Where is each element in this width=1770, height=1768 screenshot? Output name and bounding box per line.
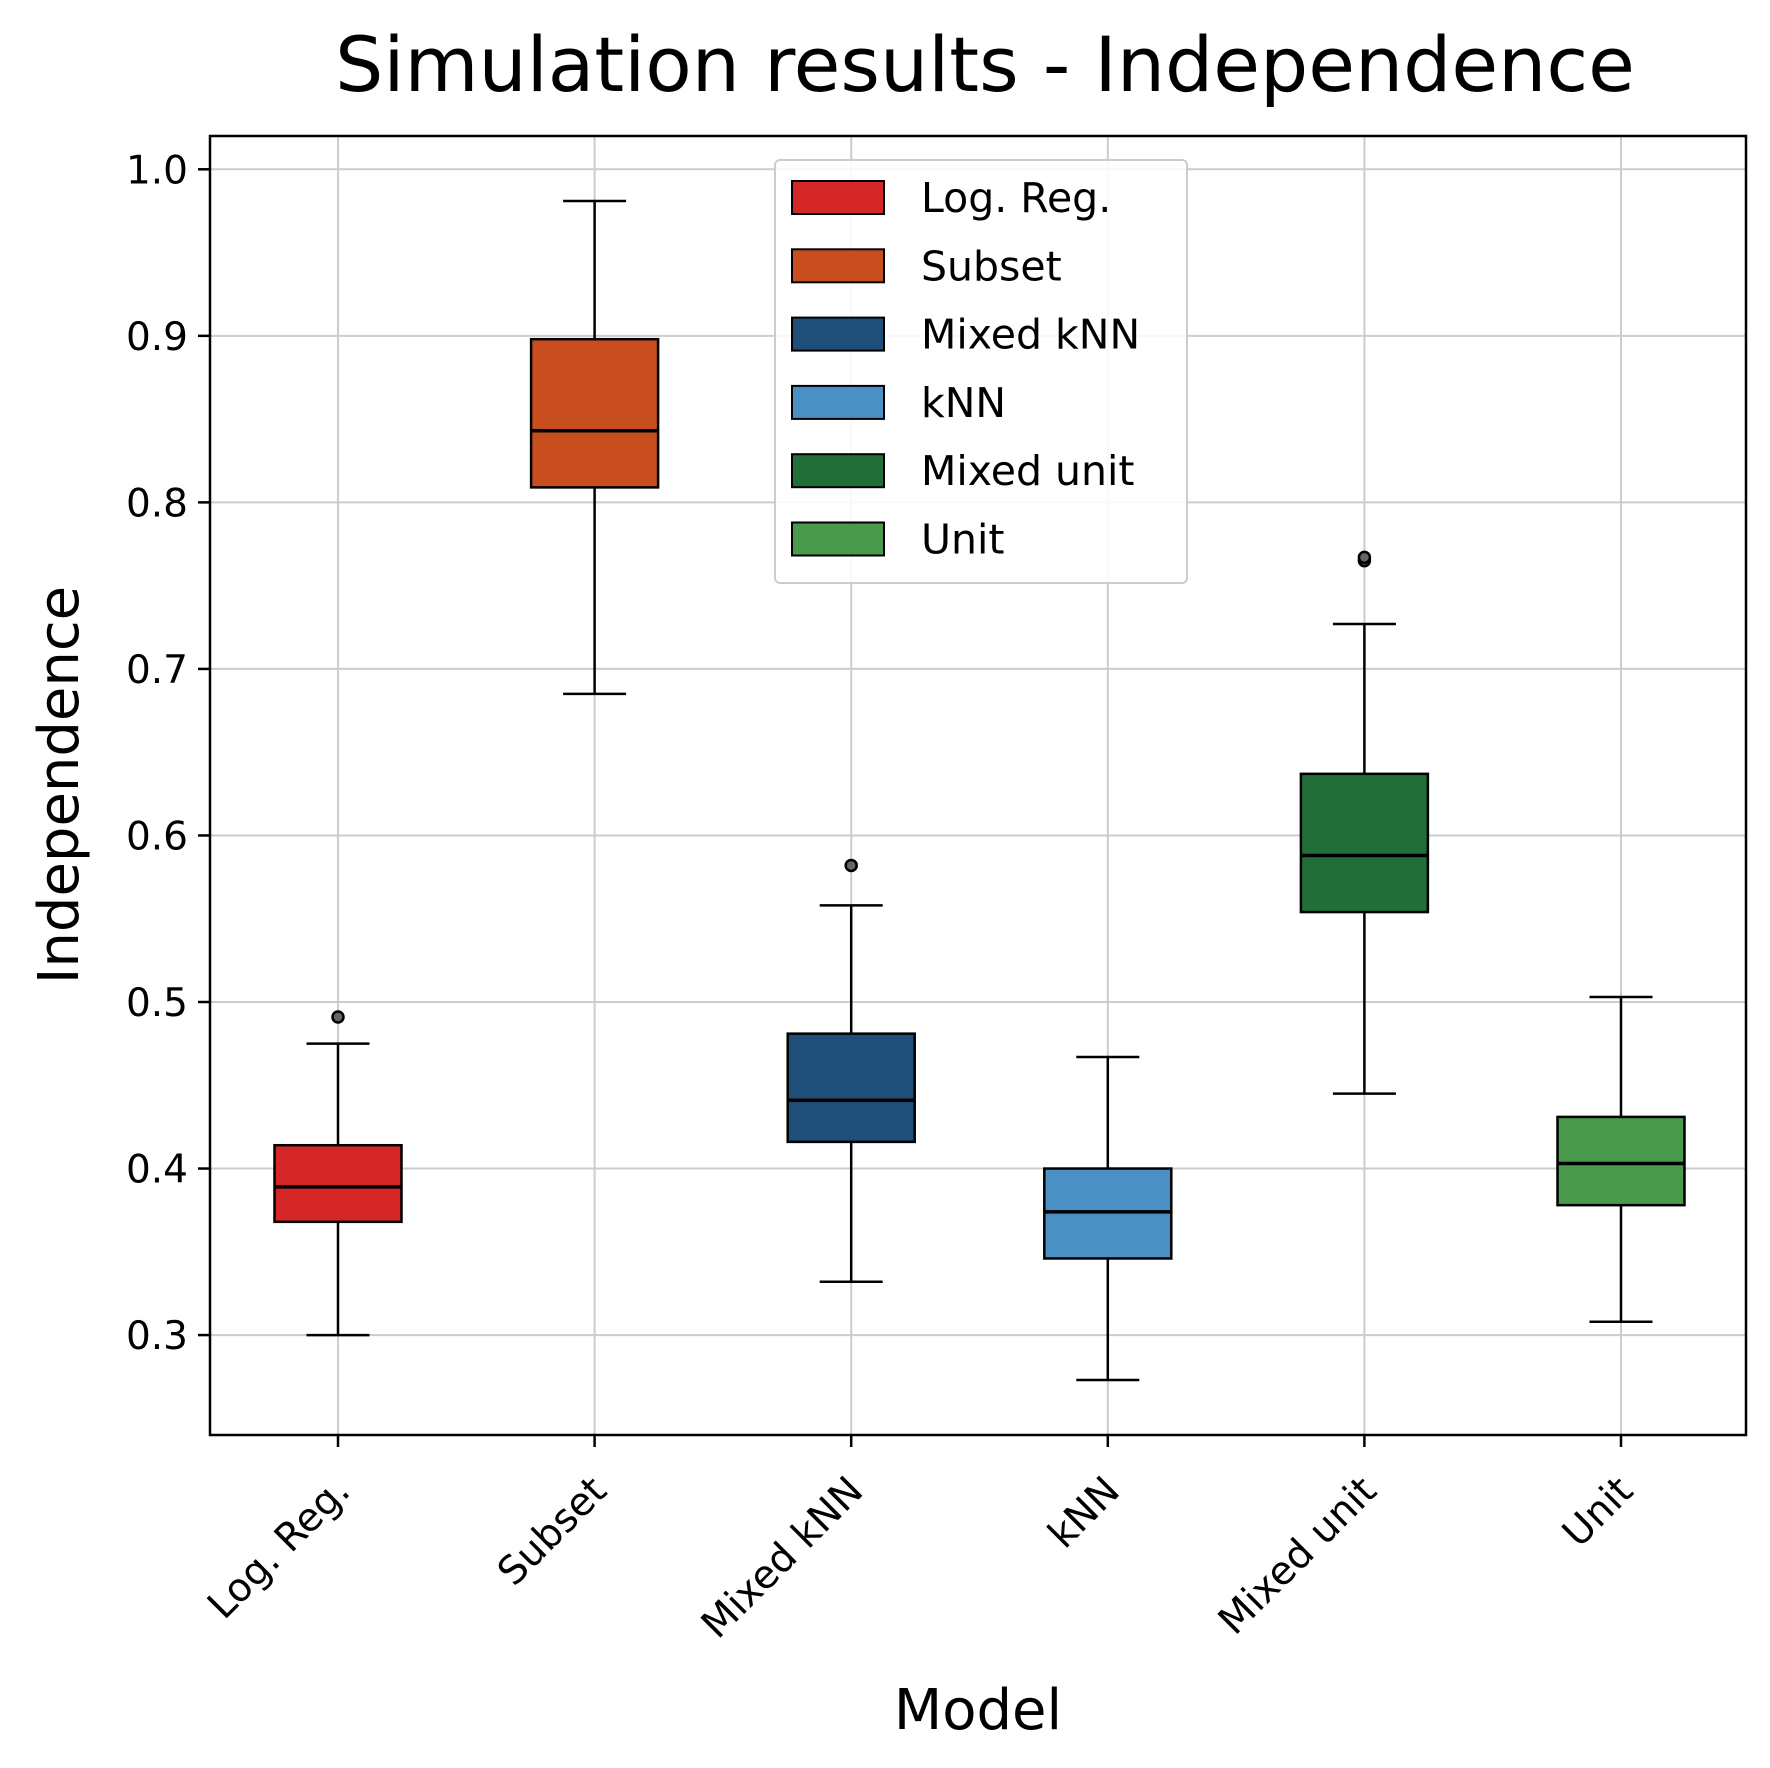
outlier-point <box>1357 550 1372 565</box>
legend-entry: Subset <box>791 242 1062 290</box>
legend-swatch <box>791 521 885 557</box>
legend-entry: Log. Reg. <box>791 174 1111 222</box>
y-tick-label: 0.4 <box>126 1148 188 1193</box>
iqr-box <box>1556 1115 1686 1207</box>
y-tick-label: 0.7 <box>126 648 188 693</box>
legend-entry: Mixed unit <box>791 447 1135 495</box>
legend-swatch <box>791 316 885 352</box>
box-group <box>529 199 660 696</box>
legend-entry: Mixed kNN <box>791 311 1140 359</box>
legend: Log. Reg. Subset Mixed kNN kNN Mixed unit Uni… <box>774 159 1188 584</box>
box-group <box>1556 995 1686 1324</box>
y-tick-label: 0.9 <box>126 315 188 360</box>
y-tick-label: 0.6 <box>126 814 188 859</box>
x-axis-label: Model <box>894 1678 1062 1743</box>
legend-label: Log. Reg. <box>921 174 1111 222</box>
box-group <box>786 858 916 1284</box>
legend-entry: kNN <box>791 379 1006 427</box>
legend-swatch <box>791 248 885 284</box>
y-tick-label: 1.0 <box>126 148 188 193</box>
y-axis-label: Independence <box>27 586 92 984</box>
legend-label: Mixed kNN <box>921 311 1140 359</box>
chart-title: Simulation results - Independence <box>335 20 1635 109</box>
box-group <box>273 1010 403 1337</box>
iqr-box <box>529 337 660 489</box>
legend-swatch <box>791 384 885 420</box>
y-tick-label: 0.8 <box>126 481 188 526</box>
legend-label: Mixed unit <box>921 447 1135 495</box>
outlier-point <box>331 1010 345 1024</box>
legend-swatch <box>791 180 885 215</box>
legend-entry: Unit <box>791 516 1004 564</box>
y-tick-label: 0.5 <box>126 981 188 1026</box>
iqr-box <box>1299 772 1430 914</box>
box-group <box>1299 550 1430 1095</box>
legend-swatch <box>791 453 885 489</box>
plot-area-frame <box>208 134 1748 1437</box>
legend-label: Subset <box>921 242 1062 290</box>
boxes-layer <box>273 199 1686 1382</box>
legend-label: Unit <box>921 516 1004 564</box>
y-tick-label: 0.3 <box>126 1314 188 1359</box>
legend-label: kNN <box>921 379 1006 427</box>
box-group <box>1043 1055 1173 1382</box>
iqr-box <box>786 1032 916 1144</box>
iqr-box <box>273 1143 403 1224</box>
outlier-point <box>844 858 858 873</box>
